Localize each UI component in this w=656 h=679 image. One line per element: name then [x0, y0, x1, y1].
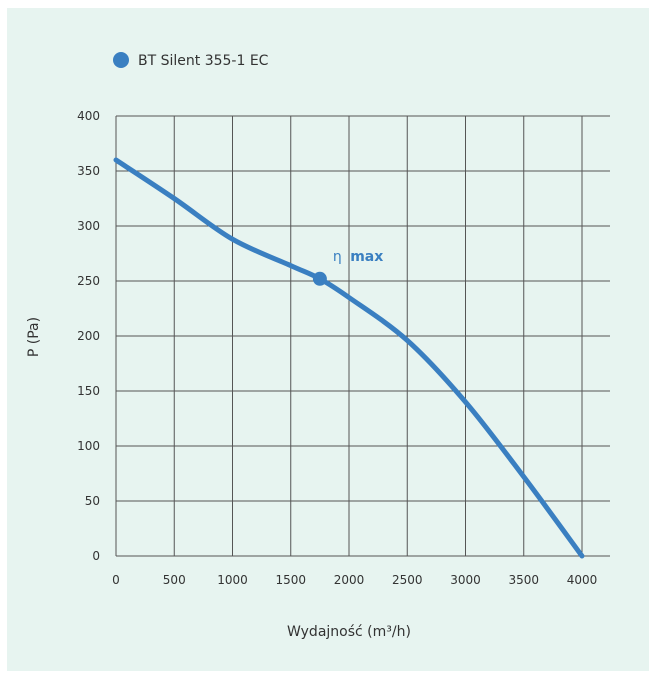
y-tick-label: 400	[77, 109, 100, 123]
x-tick-label: 1000	[217, 573, 248, 587]
x-tick-label: 0	[112, 573, 120, 587]
eta-symbol: η	[333, 249, 342, 265]
x-tick-label: 4000	[567, 573, 598, 587]
y-tick-label: 200	[77, 329, 100, 343]
y-tick-label: 100	[77, 439, 100, 453]
x-tick-label: 2500	[392, 573, 423, 587]
max-text: max	[350, 249, 383, 265]
x-tick-label: 500	[163, 573, 186, 587]
chart-panel	[7, 8, 649, 671]
eta-max-point	[312, 271, 327, 286]
x-tick-label: 3000	[450, 573, 481, 587]
x-tick-label: 1500	[275, 573, 306, 587]
series-layer	[113, 157, 585, 559]
y-tick-label: 250	[77, 274, 100, 288]
y-tick-label: 300	[77, 219, 100, 233]
legend: BT Silent 355-1 EC	[113, 52, 269, 69]
y-tick-label: 150	[77, 384, 100, 398]
y-tick-label: 350	[77, 164, 100, 178]
x-tick-label: 2000	[334, 573, 365, 587]
legend-marker	[113, 52, 129, 68]
y-tick-labels: 0 50 100 150 200 250 300 350 400	[77, 109, 100, 563]
grid	[115, 115, 610, 557]
legend-label: BT Silent 355-1 EC	[138, 53, 269, 69]
annotation: η max	[312, 249, 383, 286]
x-tick-labels: 0 500 1000 1500 2000 2500 3000 3500 4000	[112, 573, 597, 587]
series-line	[113, 157, 585, 559]
y-tick-label: 0	[92, 549, 100, 563]
x-tick-label: 3500	[508, 573, 539, 587]
x-axis-title: Wydajność (m³/h)	[287, 624, 411, 640]
y-tick-label: 50	[85, 494, 100, 508]
y-axis-title: P (Pa)	[26, 317, 42, 357]
eta-max-label: η max	[333, 249, 383, 265]
